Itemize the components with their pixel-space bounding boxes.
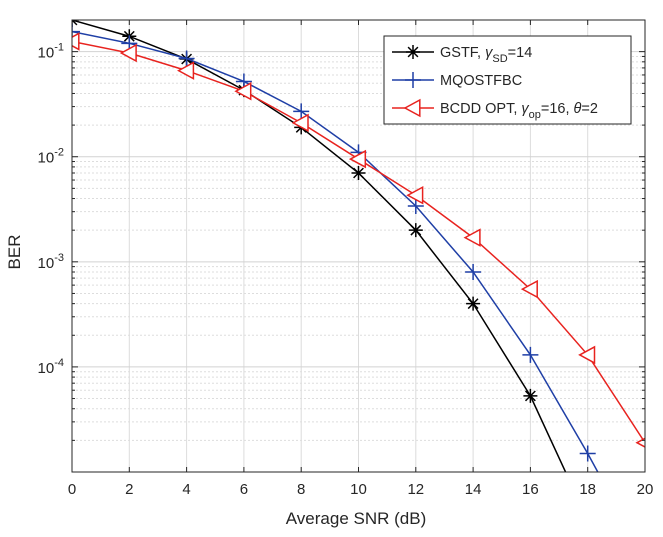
legend-entry: BCDD OPT, γop=16, θ=2 [392, 98, 598, 121]
data-point-triangle-left [291, 113, 309, 133]
series-layer [72, 20, 645, 472]
y-tick-exponent: -2 [54, 147, 64, 159]
legend-text-part: γ [485, 45, 493, 61]
data-point-asterisk [466, 296, 481, 311]
legend-text-part: =16, [541, 101, 574, 117]
y-tick-label: 10-2 [38, 147, 64, 167]
x-tick-label: 6 [240, 481, 248, 498]
data-point-plus [407, 197, 424, 214]
series-line [72, 20, 567, 472]
x-axis-label: Average SNR (dB) [286, 509, 426, 528]
legend-label: GSTF, γSD=14 [440, 45, 532, 65]
legend-entry: MQOSTFBC [392, 72, 522, 89]
legend-text-part: BCDD OPT, [440, 101, 521, 117]
x-tick-label: 4 [182, 481, 190, 498]
series-triangle-left [72, 32, 645, 448]
legend-text-part: GSTF, [440, 45, 485, 61]
legend-text-part: SD [492, 53, 507, 65]
legend-text-part: MQOSTFBC [440, 73, 522, 89]
legend-label: MQOSTFBC [440, 73, 522, 89]
data-point-plus [579, 445, 596, 462]
data-point-asterisk [408, 223, 423, 238]
x-tick-label: 12 [407, 481, 424, 498]
legend-text-part: =2 [581, 101, 598, 117]
data-point-triangle-left [177, 61, 195, 80]
x-tick-label: 14 [465, 481, 482, 498]
data-point-plus [72, 23, 80, 40]
data-point-plus [293, 103, 310, 120]
data-point-triangle-left [635, 437, 645, 448]
data-point-plus [178, 50, 195, 67]
data-point-plus [522, 346, 539, 363]
y-tick-base: 10 [38, 360, 55, 377]
data-point-triangle-left [72, 32, 80, 51]
legend-marker [406, 45, 420, 59]
y-tick-label: 10-1 [38, 42, 64, 62]
data-point-triangle-left [406, 185, 424, 205]
y-tick-label: 10-4 [38, 357, 64, 377]
y-tick-exponent: -1 [54, 42, 64, 54]
y-tick-label: 10-3 [38, 252, 64, 272]
data-point-triangle-left [119, 43, 137, 63]
x-tick-label: 8 [297, 481, 305, 498]
y-tick-base: 10 [38, 150, 55, 167]
legend-entry: GSTF, γSD=14 [392, 45, 532, 65]
series-plus [72, 23, 599, 472]
data-point-plus [465, 264, 482, 281]
y-tick-exponent: -3 [54, 252, 64, 264]
legend-text-part: θ [574, 101, 582, 117]
y-tick-base: 10 [38, 45, 55, 62]
x-tick-label: 20 [637, 481, 654, 498]
legend-label: BCDD OPT, γop=16, θ=2 [440, 101, 598, 121]
y-axis-label: BER [5, 235, 24, 270]
legend-text-part: =14 [508, 45, 533, 61]
data-point-triangle-left [348, 149, 367, 169]
legend-marker [405, 72, 421, 88]
data-point-asterisk [351, 166, 366, 181]
legend-marker [403, 98, 421, 118]
legend-text-part: op [529, 109, 541, 121]
data-point-triangle-left [463, 228, 481, 247]
data-point-triangle-left [578, 345, 596, 365]
legend-text-part: γ [521, 101, 529, 117]
x-tick-label: 2 [125, 481, 133, 498]
x-tick-label: 0 [68, 481, 76, 498]
data-point-triangle-left [520, 279, 538, 299]
x-tick-label: 16 [522, 481, 539, 498]
x-tick-label: 10 [350, 481, 367, 498]
data-point-triangle-left [234, 81, 252, 101]
y-tick-base: 10 [38, 255, 55, 272]
series-clip-group [72, 20, 645, 472]
x-tick-label: 18 [579, 481, 596, 498]
data-point-asterisk [523, 388, 538, 403]
y-tick-exponent: -4 [54, 357, 64, 369]
